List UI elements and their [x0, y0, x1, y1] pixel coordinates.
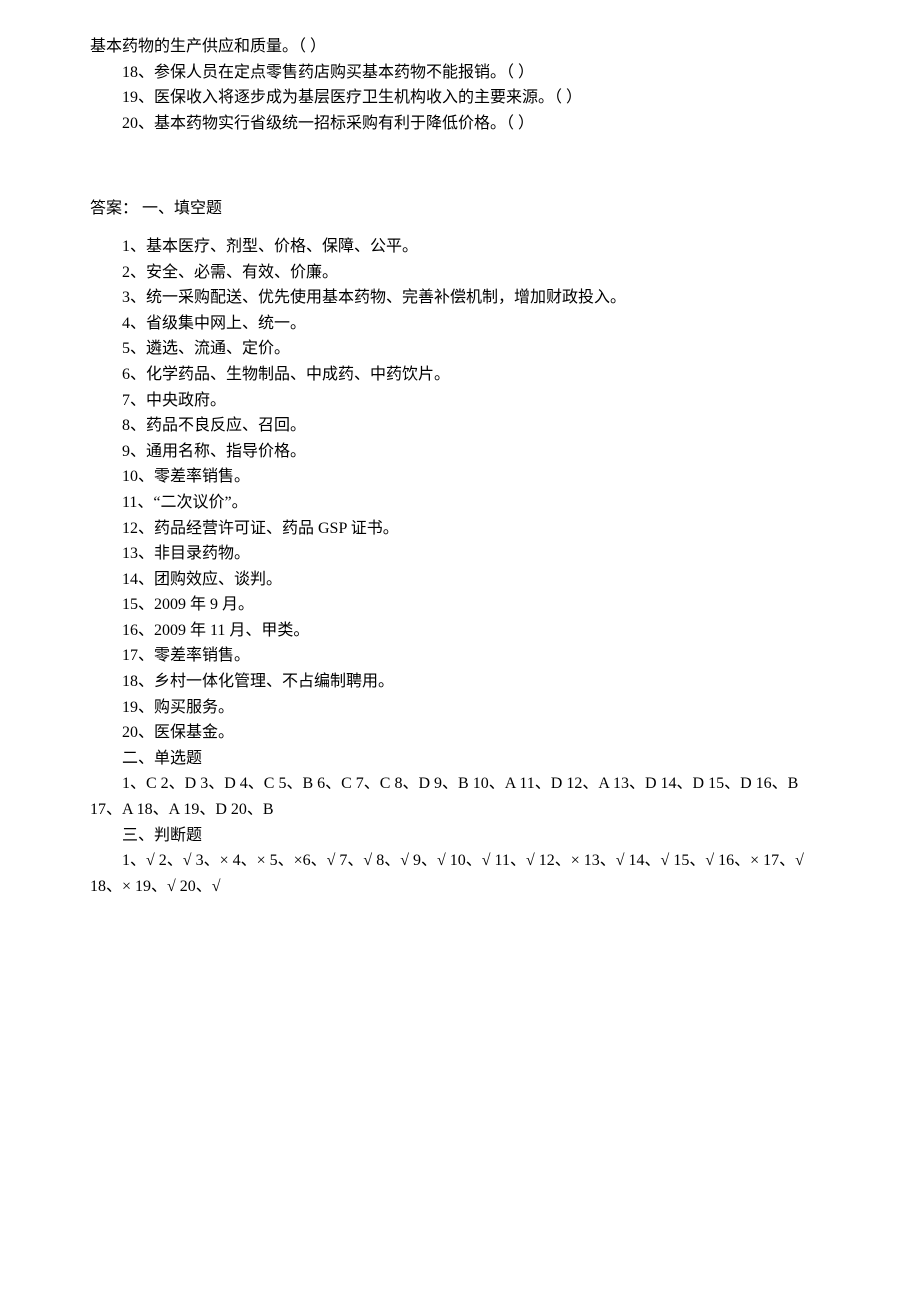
answers-heading: 答案： 一、填空题: [90, 196, 830, 222]
section-3-title: 三、判断题: [90, 823, 830, 849]
answer-fill-17: 17、零差率销售。: [90, 643, 830, 669]
answer-single-line1: 1、C 2、D 3、D 4、C 5、B 6、C 7、C 8、D 9、B 10、A…: [90, 771, 830, 797]
answer-fill-3: 3、统一采购配送、优先使用基本药物、完善补偿机制，增加财政投入。: [90, 285, 830, 311]
answer-judge-line2: 18、× 19、√ 20、√: [90, 874, 830, 900]
answer-fill-10: 10、零差率销售。: [90, 464, 830, 490]
answer-fill-9: 9、通用名称、指导价格。: [90, 439, 830, 465]
answer-fill-11: 11、“二次议价”。: [90, 490, 830, 516]
answer-fill-14: 14、团购效应、谈判。: [90, 567, 830, 593]
answer-fill-13: 13、非目录药物。: [90, 541, 830, 567]
answer-fill-2: 2、安全、必需、有效、价廉。: [90, 260, 830, 286]
answer-fill-6: 6、化学药品、生物制品、中成药、中药饮片。: [90, 362, 830, 388]
answer-fill-19: 19、购买服务。: [90, 695, 830, 721]
answer-fill-5: 5、遴选、流通、定价。: [90, 336, 830, 362]
answer-fill-1: 1、基本医疗、剂型、价格、保障、公平。: [90, 234, 830, 260]
section-2-title: 二、单选题: [90, 746, 830, 772]
page-container: 基本药物的生产供应和质量。（ ） 18、参保人员在定点零售药店购买基本药物不能报…: [0, 0, 920, 939]
answer-fill-4: 4、省级集中网上、统一。: [90, 311, 830, 337]
answer-fill-16: 16、2009 年 11 月、甲类。: [90, 618, 830, 644]
answer-fill-7: 7、中央政府。: [90, 388, 830, 414]
answer-judge-line1: 1、√ 2、√ 3、× 4、× 5、×6、√ 7、√ 8、√ 9、√ 10、√ …: [90, 848, 830, 874]
question-18: 18、参保人员在定点零售药店购买基本药物不能报销。（ ）: [90, 60, 830, 86]
question-20: 20、基本药物实行省级统一招标采购有利于降低价格。（ ）: [90, 111, 830, 137]
answer-fill-20: 20、医保基金。: [90, 720, 830, 746]
answer-fill-18: 18、乡村一体化管理、不占编制聘用。: [90, 669, 830, 695]
answer-fill-15: 15、2009 年 9 月。: [90, 592, 830, 618]
answer-fill-12: 12、药品经营许可证、药品 GSP 证书。: [90, 516, 830, 542]
question-19: 19、医保收入将逐步成为基层医疗卫生机构收入的主要来源。（ ）: [90, 85, 830, 111]
answer-single-line2: 17、A 18、A 19、D 20、B: [90, 797, 830, 823]
question-lead: 基本药物的生产供应和质量。（ ）: [90, 34, 830, 60]
spacer: [90, 222, 830, 234]
spacer: [90, 136, 830, 196]
answer-fill-8: 8、药品不良反应、召回。: [90, 413, 830, 439]
